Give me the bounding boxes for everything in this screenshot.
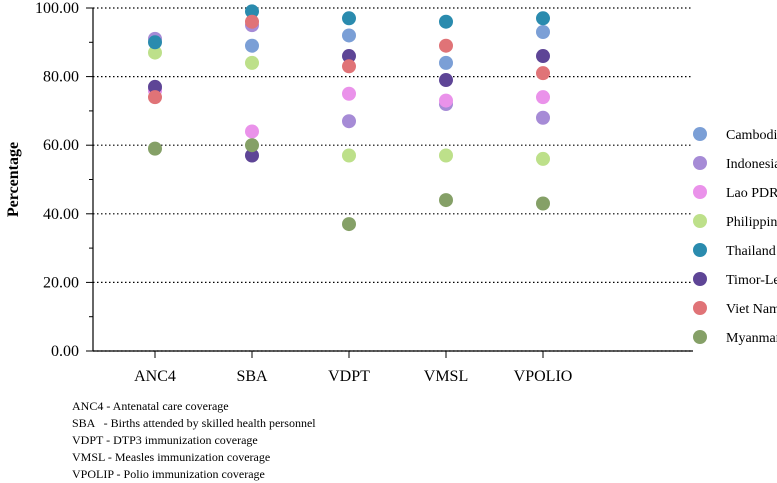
data-point-thailand [245, 4, 259, 19]
data-point-lao-pdr [439, 93, 453, 108]
data-point-timor-leste [342, 49, 356, 64]
note: ANC4 - Antenatal care coverage [72, 399, 229, 413]
data-point-philippines [245, 55, 259, 70]
data-point-philippines [536, 151, 550, 166]
legend-marker [693, 243, 707, 257]
data-point-indonesia [536, 110, 550, 125]
data-point-timor-leste [439, 73, 453, 88]
y-tick-label: 100.00 [35, 0, 79, 17]
note: SBA - Births attended by skilled health … [72, 416, 316, 430]
legend-marker [693, 330, 707, 344]
data-point-thailand [439, 14, 453, 29]
y-tick-label: 0.00 [51, 343, 79, 360]
data-point-lao-pdr [342, 86, 356, 101]
legend-label: Indonesia [726, 157, 777, 172]
data-point-viet-nam [148, 90, 162, 105]
data-point-philippines [342, 148, 356, 163]
data-point-lao-pdr [245, 124, 259, 139]
x-tick-label: VDPT [328, 368, 370, 385]
x-tick-label: ANC4 [134, 368, 176, 385]
abbreviation-notes: ANC4 - Antenatal care coverage SBA - Bir… [72, 398, 316, 483]
data-point-philippines [148, 45, 162, 60]
data-point-thailand [342, 11, 356, 26]
data-point-viet-nam [342, 59, 356, 74]
note: VMSL - Measles immunization coverage [72, 450, 271, 464]
data-point-timor-leste [536, 49, 550, 64]
legend-marker [693, 156, 707, 170]
data-point-timor-leste [148, 79, 162, 94]
legend-marker [693, 185, 707, 199]
legend-label: Viet Nam [726, 302, 777, 317]
y-axis-label: Percentage [5, 142, 22, 217]
x-tick-label: SBA [236, 368, 268, 385]
data-point-viet-nam [245, 14, 259, 29]
data-point-viet-nam [536, 66, 550, 81]
data-point-myanmar [342, 217, 356, 232]
legend-label: Myanmar [726, 331, 777, 346]
data-point-myanmar [148, 141, 162, 156]
data-point-lao-pdr [536, 90, 550, 105]
legend-label: Thailand [726, 244, 776, 259]
legend-marker [693, 272, 707, 286]
data-point-myanmar [536, 196, 550, 211]
x-tick-label: VPOLIO [514, 368, 573, 385]
y-tick-label: 80.00 [43, 69, 79, 86]
data-point-thailand [536, 11, 550, 26]
y-tick-label: 20.00 [43, 274, 79, 291]
legend-label: Lao PDR [726, 186, 777, 201]
data-point-timor-leste [245, 148, 259, 163]
legend-label: Cambodia [726, 128, 777, 143]
legend-marker [693, 127, 707, 141]
data-point-viet-nam [439, 38, 453, 53]
data-point-cambodia [536, 25, 550, 40]
data-point-cambodia [245, 38, 259, 53]
data-point-philippines [439, 148, 453, 163]
legend-label: Timor-Leste [726, 273, 777, 288]
note: VDPT - DTP3 immunization coverage [72, 433, 258, 447]
legend-marker [693, 301, 707, 315]
data-point-cambodia [439, 55, 453, 70]
legend-marker [693, 214, 707, 228]
data-point-myanmar [245, 138, 259, 153]
data-point-cambodia [342, 28, 356, 43]
x-tick-label: VMSL [424, 368, 468, 385]
y-tick-label: 60.00 [43, 137, 79, 154]
data-point-indonesia [342, 114, 356, 129]
legend-label: Philippines [726, 215, 777, 230]
data-point-myanmar [439, 193, 453, 208]
data-point-thailand [148, 35, 162, 50]
y-tick-label: 40.00 [43, 206, 79, 223]
note: VPOLIP - Polio immunization coverage [72, 467, 265, 481]
